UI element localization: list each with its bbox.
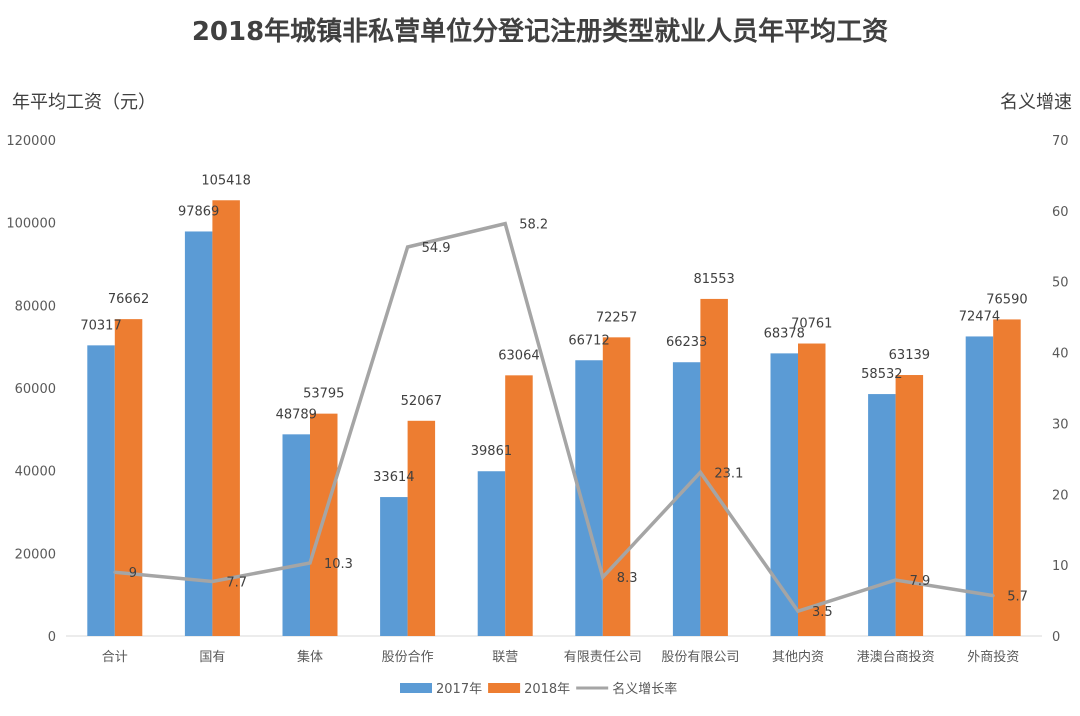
- bar-value-label: 68378: [764, 326, 805, 341]
- bar-value-label: 105418: [201, 173, 251, 188]
- bar-2018年: [114, 319, 143, 636]
- bar-2018年: [407, 420, 436, 636]
- growth-value-label: 54.9: [422, 241, 451, 256]
- x-tick-label: 港澳台商投资: [857, 649, 935, 665]
- legend-label: 2017年: [436, 682, 482, 697]
- bar-value-label: 72474: [959, 309, 1000, 324]
- bar-value-label: 63064: [498, 348, 539, 363]
- growth-value-label: 7.9: [910, 574, 931, 589]
- bar-value-label: 97869: [178, 204, 219, 219]
- growth-value-label: 10.3: [324, 557, 353, 572]
- growth-point: [210, 579, 214, 583]
- bar-2018年: [310, 413, 338, 636]
- bar-value-label: 52067: [401, 394, 442, 409]
- bar-2017年: [87, 345, 115, 636]
- bar-value-label: 70317: [80, 318, 121, 333]
- y-axis-label: 年平均工资（元）: [12, 92, 156, 113]
- bar-2017年: [184, 231, 213, 636]
- bars: [87, 200, 1021, 636]
- growth-value-label: 9: [129, 566, 137, 581]
- growth-point: [991, 594, 995, 598]
- y-tick-label: 120000: [6, 134, 56, 149]
- x-tick-label: 集体: [297, 649, 323, 665]
- growth-point: [894, 578, 898, 582]
- bar-value-label: 53795: [303, 387, 344, 402]
- y2-tick-label: 40: [1052, 347, 1069, 362]
- growth-value-label: 3.5: [812, 605, 833, 620]
- bar-2018年: [895, 375, 924, 636]
- bar-2017年: [868, 394, 896, 636]
- x-tick-label: 股份合作: [382, 650, 434, 665]
- y2-tick-label: 0: [1052, 630, 1060, 645]
- legend-swatch: [400, 683, 432, 693]
- growth-point: [113, 570, 117, 574]
- data-labels: 70317 97869 48789 33614 39861 66712 66233 68378…: [80, 173, 1028, 620]
- axes: 0 20000 40000 60000 80000 100000 120000 0 10 20 30…: [6, 134, 1068, 665]
- bar-2017年: [965, 336, 994, 636]
- bar-value-label: 66233: [666, 335, 707, 350]
- y-tick-label: 0: [48, 630, 56, 645]
- growth-line: [113, 221, 995, 614]
- chart-title: 2018年城镇非私营单位分登记注册类型就业人员年平均工资: [192, 16, 888, 47]
- bar-2017年: [477, 471, 506, 636]
- bar-value-label: 81553: [693, 272, 734, 287]
- x-tick-label: 联营: [492, 650, 518, 665]
- y2-tick-label: 70: [1052, 134, 1069, 149]
- x-tick-label: 合计: [102, 650, 128, 665]
- growth-value-label: 58.2: [519, 218, 548, 233]
- growth-point: [601, 575, 605, 579]
- y-tick-label: 40000: [15, 465, 56, 480]
- growth-line-path: [114, 221, 994, 614]
- bar-2018年: [993, 319, 1021, 636]
- y2-tick-label: 60: [1052, 205, 1069, 220]
- bar-value-label: 72257: [596, 310, 637, 325]
- bar-2018年: [212, 200, 240, 636]
- bar-value-label: 58532: [861, 367, 902, 382]
- bar-2018年: [700, 298, 728, 636]
- bar-2017年: [380, 497, 408, 636]
- x-tick-label: 有限责任公司: [564, 650, 642, 665]
- legend-swatch: [488, 683, 521, 693]
- legend-label: 名义增长率: [612, 681, 677, 697]
- y2-axis-label: 名义增速: [1000, 92, 1072, 113]
- growth-value-label: 23.1: [714, 466, 743, 481]
- x-tick-label: 外商投资: [967, 649, 1019, 665]
- bar-value-label: 76662: [108, 292, 149, 307]
- growth-point: [406, 245, 410, 249]
- y-tick-label: 20000: [15, 547, 56, 562]
- bar-value-label: 76590: [986, 292, 1027, 307]
- bar-value-label: 48789: [276, 407, 317, 422]
- bar-value-label: 66712: [568, 333, 609, 348]
- bar-2017年: [282, 434, 310, 636]
- y2-tick-label: 20: [1052, 488, 1069, 503]
- legend-label: 2018年: [524, 682, 570, 697]
- x-tick-label: 股份有限公司: [661, 650, 739, 665]
- growth-point: [308, 561, 312, 565]
- x-tick-label: 国有: [199, 650, 225, 665]
- growth-point: [503, 222, 507, 226]
- growth-value-label: 7.7: [226, 575, 247, 590]
- bar-2018年: [505, 375, 533, 636]
- bar-value-label: 70761: [791, 317, 832, 332]
- legend: 2017年 2018年 名义增长率: [400, 681, 677, 697]
- y2-tick-label: 30: [1052, 417, 1069, 432]
- bar-value-label: 39861: [471, 444, 512, 459]
- y2-tick-label: 10: [1052, 559, 1069, 574]
- y-tick-label: 60000: [15, 382, 56, 397]
- growth-value-label: 5.7: [1007, 590, 1028, 605]
- growth-value-label: 8.3: [617, 571, 638, 586]
- growth-point: [698, 470, 702, 474]
- y2-tick-label: 50: [1052, 276, 1069, 291]
- bar-2018年: [602, 337, 631, 636]
- growth-point: [796, 609, 800, 613]
- y-tick-label: 80000: [15, 299, 56, 314]
- bar-value-label: 63139: [889, 348, 930, 363]
- bar-2018年: [798, 343, 826, 636]
- x-tick-label: 其他内资: [772, 649, 824, 665]
- bar-value-label: 33614: [373, 470, 414, 485]
- y-tick-label: 100000: [6, 217, 56, 232]
